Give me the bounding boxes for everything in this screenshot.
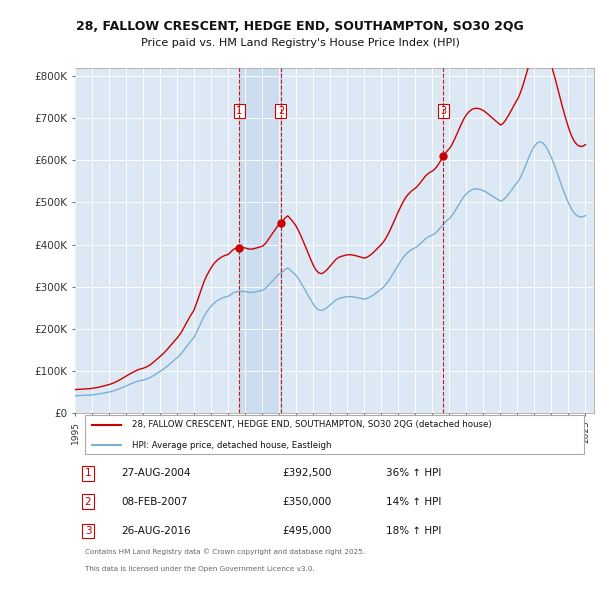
Text: 27-AUG-2004: 27-AUG-2004 xyxy=(122,468,191,478)
Text: 2: 2 xyxy=(85,497,91,507)
Text: £350,000: £350,000 xyxy=(283,497,332,507)
Text: 1: 1 xyxy=(85,468,91,478)
Bar xyxy=(239,68,281,413)
Text: £495,000: £495,000 xyxy=(283,526,332,536)
FancyBboxPatch shape xyxy=(85,415,584,454)
Text: 3: 3 xyxy=(85,526,91,536)
Text: 3: 3 xyxy=(440,106,446,116)
Text: 18% ↑ HPI: 18% ↑ HPI xyxy=(386,526,442,536)
Text: 08-FEB-2007: 08-FEB-2007 xyxy=(122,497,188,507)
Text: £392,500: £392,500 xyxy=(283,468,332,478)
Text: 1: 1 xyxy=(236,106,242,116)
Text: HPI: Average price, detached house, Eastleigh: HPI: Average price, detached house, East… xyxy=(132,441,332,450)
Text: 14% ↑ HPI: 14% ↑ HPI xyxy=(386,497,442,507)
Text: 26-AUG-2016: 26-AUG-2016 xyxy=(122,526,191,536)
Text: 28, FALLOW CRESCENT, HEDGE END, SOUTHAMPTON, SO30 2QG (detached house): 28, FALLOW CRESCENT, HEDGE END, SOUTHAMP… xyxy=(132,421,492,430)
Text: 28, FALLOW CRESCENT, HEDGE END, SOUTHAMPTON, SO30 2QG: 28, FALLOW CRESCENT, HEDGE END, SOUTHAMP… xyxy=(76,20,524,33)
Text: This data is licensed under the Open Government Licence v3.0.: This data is licensed under the Open Gov… xyxy=(85,566,315,572)
Text: Contains HM Land Registry data © Crown copyright and database right 2025.: Contains HM Land Registry data © Crown c… xyxy=(85,549,365,556)
Text: Price paid vs. HM Land Registry's House Price Index (HPI): Price paid vs. HM Land Registry's House … xyxy=(140,38,460,48)
Text: 2: 2 xyxy=(278,106,284,116)
Text: 36% ↑ HPI: 36% ↑ HPI xyxy=(386,468,442,478)
